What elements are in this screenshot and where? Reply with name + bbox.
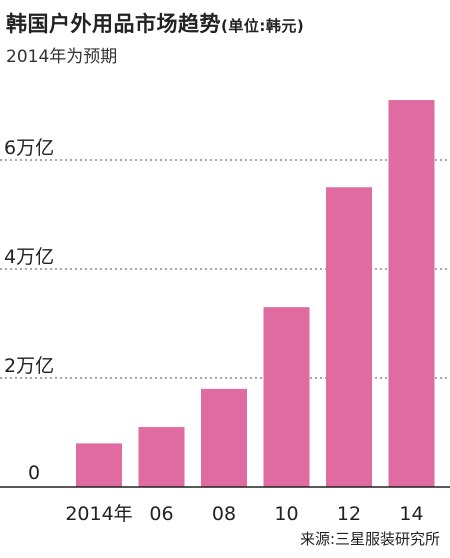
x-tick-label: 14 [399, 503, 423, 525]
x-tick-label: 08 [212, 503, 236, 525]
bar [76, 443, 122, 487]
y-tick-label: 6万亿 [4, 137, 54, 159]
y-tick-label: 2万亿 [4, 355, 54, 377]
bar [138, 427, 185, 487]
bar [326, 187, 372, 487]
bar [388, 100, 435, 488]
bar [263, 307, 310, 487]
bar [201, 388, 247, 487]
chart-subtitle: 2014年为预期 [6, 47, 118, 67]
y-tick-label: 4万亿 [4, 246, 54, 268]
chart-title: 韩国户外用品市场趋势(单位:韩元) [6, 8, 304, 38]
unit-note: (单位:韩元) [221, 17, 305, 35]
x-tick-label: 06 [149, 503, 173, 525]
chart-title-text: 韩国户外用品市场趋势 [6, 12, 221, 36]
x-tick-label: 12 [337, 503, 361, 525]
y-tick-label: 0 [28, 462, 40, 484]
x-tick-label: 10 [274, 503, 298, 525]
x-tick-label: 2014年 [65, 503, 132, 525]
source-note: 来源:三星服装研究所 [299, 530, 440, 548]
